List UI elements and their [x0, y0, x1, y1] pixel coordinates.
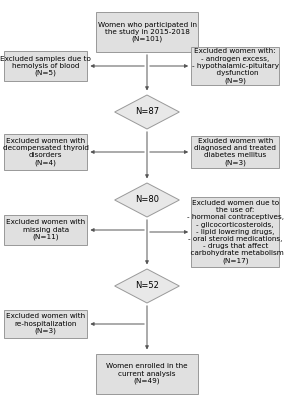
- Polygon shape: [115, 269, 179, 303]
- Polygon shape: [115, 183, 179, 217]
- FancyBboxPatch shape: [96, 354, 198, 394]
- FancyBboxPatch shape: [4, 134, 87, 170]
- FancyBboxPatch shape: [4, 215, 87, 245]
- FancyBboxPatch shape: [4, 310, 87, 338]
- Text: N=52: N=52: [135, 282, 159, 290]
- Text: Excluded women with:
- androgen excess,
- hypothalamic-pituitary
  dysfunction
(: Excluded women with: - androgen excess, …: [192, 48, 279, 84]
- Text: Excluded samples due to
hemolysis of blood
(N=5): Excluded samples due to hemolysis of blo…: [0, 56, 91, 76]
- Text: N=87: N=87: [135, 108, 159, 116]
- Text: Excluded women due to
the use of:
- hormonal contraceptives,
- glicocorticostero: Excluded women due to the use of: - horm…: [186, 200, 284, 264]
- FancyBboxPatch shape: [191, 47, 279, 85]
- Polygon shape: [115, 95, 179, 129]
- FancyBboxPatch shape: [191, 136, 279, 168]
- Text: Excluded women with
re-hospitalization
(N=3): Excluded women with re-hospitalization (…: [6, 314, 85, 334]
- Text: Excluded women with
missing data
(N=11): Excluded women with missing data (N=11): [6, 220, 85, 240]
- FancyBboxPatch shape: [4, 51, 87, 81]
- Text: Women enrolled in the
current analysis
(N=49): Women enrolled in the current analysis (…: [106, 364, 188, 384]
- FancyBboxPatch shape: [191, 197, 279, 267]
- Text: N=80: N=80: [135, 196, 159, 204]
- Text: Excluded women with
decompensated thyroid
disorders
(N=4): Excluded women with decompensated thyroi…: [3, 138, 88, 166]
- Text: Women who participated in
the study in 2015-2018
(N=101): Women who participated in the study in 2…: [98, 22, 196, 42]
- FancyBboxPatch shape: [96, 12, 198, 52]
- Text: Exluded women with
diagnosed and treated
diabetes mellitus
(N=3): Exluded women with diagnosed and treated…: [194, 138, 276, 166]
